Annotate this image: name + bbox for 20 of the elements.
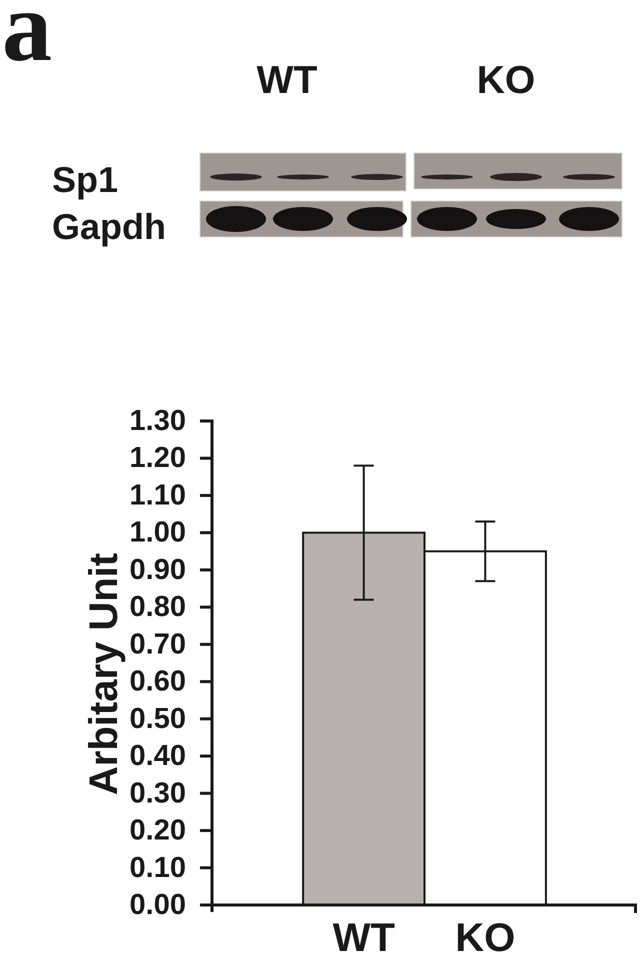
text: KO (476, 59, 536, 102)
y-tick-label: 0.70 (130, 628, 186, 660)
y-tick-label: 1.20 (130, 442, 186, 474)
y-tick-label: 1.10 (130, 479, 186, 512)
y-tick-label: 1.30 (130, 405, 186, 437)
y-tick-label: 0.40 (130, 740, 186, 772)
y-tick-label: 0.00 (130, 889, 186, 921)
text: Gapdh (52, 206, 166, 247)
y-tick-label: 0.20 (130, 814, 186, 847)
y-tick-label: 0.10 (130, 852, 186, 884)
y-tick-label: 0.30 (130, 777, 186, 810)
text: WT (256, 59, 318, 102)
y-axis-title: Arbitary Unit (82, 552, 126, 796)
y-tick-label: 0.80 (130, 591, 186, 624)
text: a (2, 0, 52, 82)
text: Sp1 (52, 159, 118, 200)
y-tick-label: 0.50 (130, 702, 186, 735)
y-tick-label: 1.00 (130, 516, 186, 549)
y-tick-label: 0.90 (130, 554, 186, 586)
y-tick-label: 0.60 (130, 666, 186, 698)
